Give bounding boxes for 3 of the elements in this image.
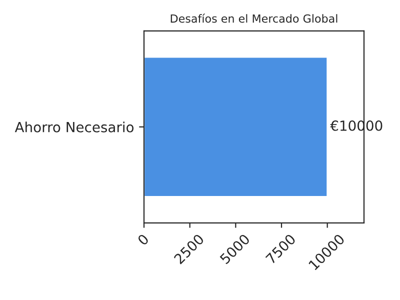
chart-title: Desafíos en el Mercado Global — [170, 14, 338, 23]
y-tick-label: Ahorro Necesario — [14, 122, 134, 132]
x-tick-label: 0 — [136, 233, 150, 246]
